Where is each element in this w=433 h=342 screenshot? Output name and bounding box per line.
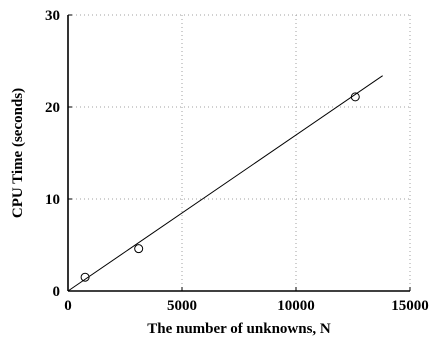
x-axis-label: The number of unknowns, N [147, 321, 331, 337]
y-tick-label-1: 10 [45, 192, 60, 208]
x-tick-label-0: 0 [64, 298, 72, 314]
tick-labels: 0 5000 10000 15000 0 10 20 30 [45, 8, 429, 314]
trend-line [67, 75, 383, 292]
grid [68, 14, 411, 291]
x-tick-label-1: 5000 [167, 298, 197, 314]
y-tick-label-2: 20 [45, 100, 60, 116]
y-tick-label-0: 0 [53, 284, 61, 300]
marker-layer [80, 92, 360, 282]
trend-line-layer [67, 75, 383, 292]
axes [67, 14, 411, 292]
y-axis-label: CPU Time (seconds) [10, 88, 26, 218]
x-tick-label-3: 15000 [391, 298, 429, 314]
x-tick-label-2: 10000 [277, 298, 315, 314]
data-point-0 [80, 272, 90, 282]
y-tick-label-3: 30 [45, 8, 60, 24]
data-point-1 [134, 244, 144, 254]
data-point-2 [350, 92, 360, 102]
